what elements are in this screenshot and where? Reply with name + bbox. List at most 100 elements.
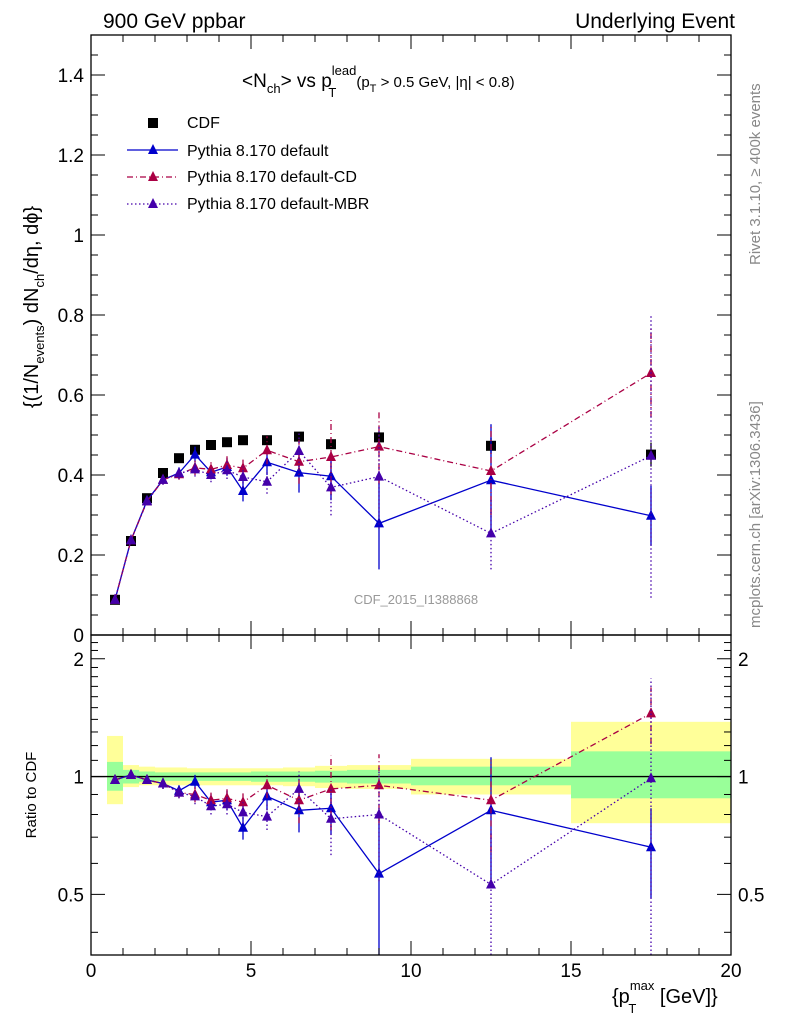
data-point-pythia-8-170-default — [294, 466, 304, 477]
analysis-watermark: CDF_2015_I1388868 — [354, 592, 478, 607]
data-point-pythia-8-170-default-mbr — [222, 464, 232, 475]
legend-label-default-cd: Pythia 8.170 default-CD — [187, 169, 357, 186]
ylabel-part-a-sub: events — [32, 325, 47, 364]
data-point-pythia-8-170-default-mbr — [238, 471, 248, 481]
ylabel-part-a: {(1/N — [21, 364, 43, 408]
ratio-point-pythia-8-170-default-cd — [206, 794, 216, 805]
main-plot-title: <Nch> vs plead T(pT > 0.5 GeV, |η| < 0.8) — [242, 63, 515, 100]
ratio-point-pythia-8-170-default-cd — [646, 707, 656, 718]
title-part-c-sub: T — [370, 83, 377, 95]
ratio-point-pythia-8-170-default — [190, 775, 200, 786]
main-axis-ticks: 0 0.2 0.4 0.6 0.8 1 1.2 1.4 — [58, 34, 732, 647]
ratio-uncertainty-bands — [91, 721, 731, 824]
data-point-pythia-8-170-default — [374, 517, 384, 528]
ratio-y-tick-label: 1 — [73, 768, 84, 789]
ratio-point-pythia-8-170-default-mbr — [374, 808, 384, 819]
header-right-title: Underlying Event — [575, 10, 735, 33]
title-part-c: (p — [356, 74, 369, 91]
title-part-d: > 0.5 GeV, |η| < 0.8) — [376, 74, 514, 91]
x-axis-label: {pmax T [GeV]} — [612, 978, 718, 1016]
legend-marker-default-cd — [148, 171, 158, 181]
main-y-tick-label: 1 — [73, 226, 84, 247]
data-point-pythia-8-170-default-cd — [222, 459, 232, 469]
data-point-cdf — [374, 432, 384, 443]
main-data-layer — [110, 313, 656, 605]
title-part-a-sub: ch — [267, 81, 281, 96]
ratio-line-pythia-8-170-default-mbr — [114, 774, 652, 886]
legend-marker-default — [148, 144, 158, 154]
ratio-point-pythia-8-170-default-cd — [486, 794, 496, 805]
data-point-pythia-8-170-default-cd — [374, 440, 384, 451]
legend-entry-default: Pythia 8.170 default — [127, 143, 329, 160]
data-point-cdf — [158, 468, 168, 478]
ratio-point-pythia-8-170-default-mbr — [126, 768, 136, 779]
legend-entry-default-mbr: Pythia 8.170 default-MBR — [127, 196, 369, 213]
data-point-pythia-8-170-default — [238, 485, 248, 495]
ratio-point-pythia-8-170-default-mbr — [110, 773, 120, 784]
data-point-pythia-8-170-default-mbr — [110, 593, 120, 604]
title-part-b-sub: T — [328, 85, 336, 100]
data-point-pythia-8-170-default-cd — [206, 463, 216, 474]
data-point-pythia-8-170-default-cd — [262, 444, 272, 455]
ratio-y-axis-label: Ratio to CDF — [23, 752, 40, 839]
x-tick-label: 10 — [400, 961, 421, 982]
series-line-pythia-8-170-default-cd — [114, 372, 652, 600]
ratio-point-pythia-8-170-default-mbr — [646, 772, 656, 783]
data-point-pythia-8-170-default-cd — [646, 367, 656, 377]
ratio-panel: 0.5 0.51 12 20 5 10 15 20 Ratio to CDF {pmax T [… — [23, 634, 764, 1016]
data-point-pythia-8-170-default-mbr — [374, 470, 384, 481]
title-part-b: > vs p — [281, 71, 332, 92]
data-point-pythia-8-170-default-cd — [294, 455, 304, 466]
data-point-pythia-8-170-default-mbr — [294, 445, 304, 455]
ratio-point-pythia-8-170-default-mbr — [158, 777, 168, 788]
data-point-pythia-8-170-default — [646, 509, 656, 520]
ratio-point-pythia-8-170-default-cd — [262, 779, 272, 790]
data-point-cdf — [206, 440, 216, 450]
ratio-y-tick-label-right: 0.5 — [738, 885, 764, 906]
data-point-pythia-8-170-default-mbr — [174, 467, 184, 478]
data-point-cdf — [174, 453, 184, 464]
legend-marker-default-mbr — [148, 198, 158, 208]
ratio-y-tick-label-right: 1 — [738, 768, 749, 789]
main-y-tick-label: 0.6 — [58, 386, 84, 407]
mcplots-label: mcplots.cern.ch [arXiv:1306.3436] — [747, 401, 764, 628]
ylabel-part-c: /dη, dϕ} — [21, 206, 43, 274]
ylabel-part-b-sub: ch — [32, 274, 47, 288]
main-y-tick-label: 0.4 — [58, 466, 85, 487]
legend-marker-cdf — [148, 118, 158, 128]
ratio-data-layer — [110, 678, 656, 955]
data-point-pythia-8-170-default-mbr — [190, 463, 200, 474]
data-point-pythia-8-170-default-mbr — [646, 449, 656, 460]
main-y-axis-label: {(1/Nevents) dNch/dη, dϕ} — [21, 206, 47, 409]
xlabel-part-a-sup: max — [630, 978, 655, 993]
data-point-cdf — [294, 431, 304, 442]
ratio-point-pythia-8-170-default-mbr — [262, 810, 272, 821]
ratio-point-pythia-8-170-default-mbr — [190, 790, 200, 801]
title-part-a: <N — [242, 71, 267, 92]
data-point-pythia-8-170-default-mbr — [326, 481, 336, 492]
legend: CDF Pythia 8.170 default Pythia 8.170 de… — [127, 115, 369, 213]
ratio-point-pythia-8-170-default-cd — [238, 796, 248, 807]
data-point-pythia-8-170-default-cd — [486, 465, 496, 475]
legend-label-default-mbr: Pythia 8.170 default-MBR — [187, 196, 369, 213]
main-y-tick-label: 1.4 — [58, 66, 85, 87]
legend-entry-default-cd: Pythia 8.170 default-CD — [127, 169, 357, 186]
main-y-tick-label: 0.2 — [58, 546, 84, 567]
xlabel-part-b: [GeV]} — [654, 986, 718, 1008]
series-line-pythia-8-170-default-mbr — [114, 450, 652, 600]
rivet-version-label: Rivet 3.1.10, ≥ 400k events — [747, 83, 764, 265]
ratio-y-tick-label-right: 2 — [738, 650, 749, 671]
data-point-pythia-8-170-default-mbr — [142, 495, 152, 506]
x-tick-label: 0 — [86, 961, 97, 982]
main-y-tick-label: 1.2 — [58, 146, 84, 167]
data-point-cdf — [326, 439, 336, 450]
legend-label-cdf: CDF — [187, 115, 220, 132]
ratio-y-tick-label: 0.5 — [58, 885, 84, 906]
data-point-pythia-8-170-default-mbr — [126, 534, 136, 545]
ratio-point-pythia-8-170-default-mbr — [222, 798, 232, 809]
title-part-b-sup: lead — [332, 63, 357, 78]
xlabel-part-a: {p — [612, 986, 630, 1008]
data-point-pythia-8-170-default-mbr — [206, 469, 216, 479]
main-panel: 00.20.40.60.811.21.4 <Nch> vs plead T(pT … — [21, 34, 732, 647]
